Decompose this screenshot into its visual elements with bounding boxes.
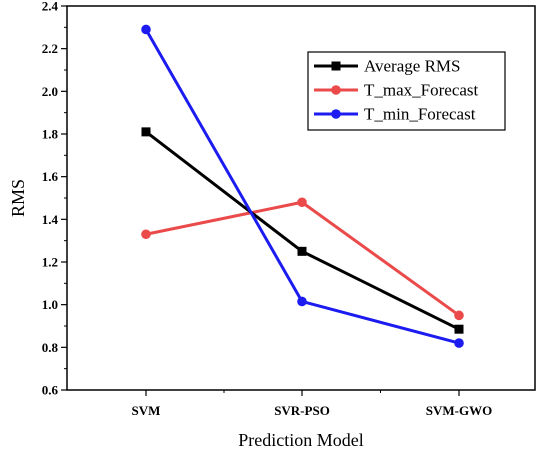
legend: Average RMS T_max_Forecast T_min_Forecast — [307, 51, 506, 131]
data-point — [454, 338, 464, 348]
y-tick-label: 2.2 — [42, 41, 58, 56]
y-axis: 0.6 0.8 1.0 1.2 1.4 1.6 1.8 2.0 2.2 2.4 — [42, 0, 67, 398]
x-tick-label: SVM-GWO — [426, 403, 492, 418]
y-tick-label: 2.0 — [42, 84, 58, 99]
legend-marker — [331, 85, 341, 95]
legend-marker — [331, 61, 341, 71]
y-tick-label: 1.8 — [42, 127, 59, 142]
y-tick-label: 1.6 — [42, 169, 59, 184]
legend-label: Average RMS — [364, 57, 460, 76]
y-tick-label: 0.8 — [42, 340, 59, 355]
legend-label: T_max_Forecast — [364, 81, 479, 100]
y-tick-label: 0.6 — [42, 383, 59, 398]
x-axis: SVM SVR-PSO SVM-GWO — [132, 390, 492, 418]
data-point — [141, 229, 151, 240]
x-tick-label: SVR-PSO — [274, 403, 330, 418]
legend-marker — [331, 109, 341, 119]
x-axis-title: Prediction Model — [238, 430, 363, 450]
x-tick-label: SVM — [132, 403, 161, 418]
y-tick-label: 1.4 — [42, 212, 59, 227]
series-layer — [141, 24, 464, 348]
data-point — [141, 127, 151, 137]
data-point — [454, 324, 464, 334]
y-axis-title: RMS — [8, 179, 28, 217]
data-point — [141, 24, 151, 35]
data-point — [297, 197, 307, 208]
y-tick-label: 1.2 — [42, 255, 58, 270]
data-point — [454, 310, 464, 321]
data-point — [297, 246, 307, 256]
y-tick-label: 1.0 — [42, 297, 58, 312]
data-point — [297, 296, 307, 307]
legend-label: T_min_Forecast — [364, 105, 476, 124]
y-tick-label: 2.4 — [42, 0, 59, 14]
